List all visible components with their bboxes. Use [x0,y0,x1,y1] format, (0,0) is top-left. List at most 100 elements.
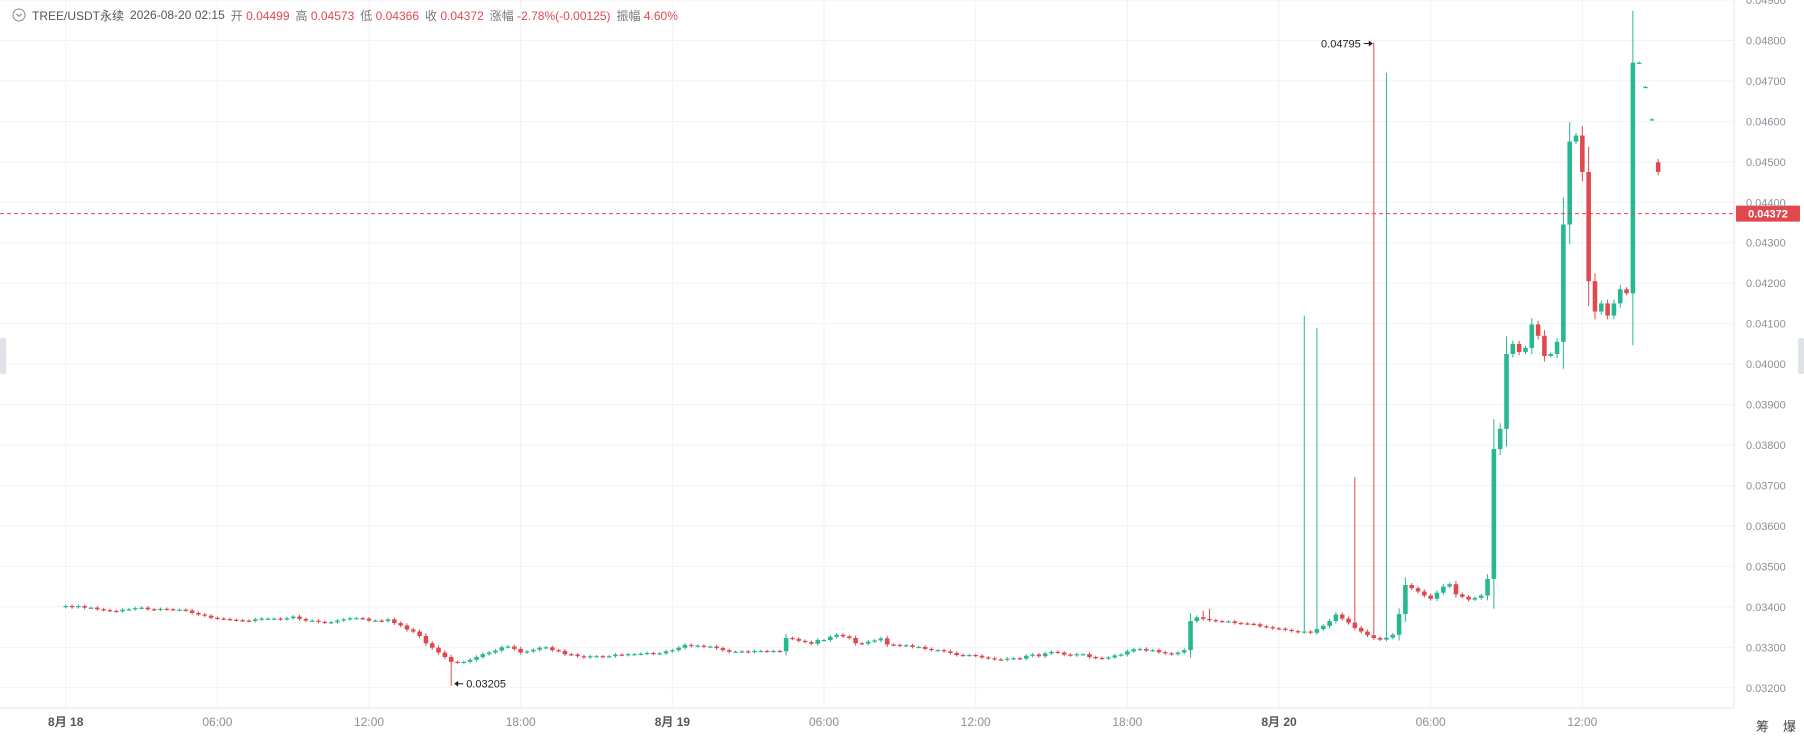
candle-up [1011,656,1016,660]
candle-down [1605,299,1610,320]
price-tick-label: 0.03500 [1746,561,1786,573]
candle-down [581,654,587,659]
time-tick-label: 12:00 [961,715,991,729]
candle-body [1554,341,1560,354]
candle-body [1358,627,1364,632]
candle-down [1068,653,1073,657]
candle-body [221,618,226,620]
candle-down [455,660,460,664]
candle-down [891,643,896,647]
candle-down [246,619,252,623]
candle-body [88,607,94,609]
candle-down [910,643,915,649]
candle-down [941,648,947,653]
price-axis[interactable]: 0.03200 0.03300 0.03400 0.03500 0.03600 0.037… [1746,0,1786,695]
candle-body [1023,655,1029,659]
candle-body [992,658,997,660]
candle-down [1238,621,1244,625]
candle-body [417,631,422,636]
candle-up [1497,423,1503,455]
candle-body [290,616,296,619]
candle-body [847,636,852,639]
candle-body [1377,638,1383,640]
candle-body [1409,585,1414,589]
chips-tool-button[interactable]: 筹 [1755,719,1769,734]
candle-body [663,651,669,654]
candle-body [935,650,941,652]
candle-up [594,655,599,658]
candle-up [328,620,334,624]
candle-body [246,620,252,622]
candle-down [303,617,309,623]
left-panel-toggle-handle[interactable] [0,338,6,374]
right-panel-toggle-handle[interactable] [1798,338,1804,374]
candle-down [1245,622,1250,626]
candle-up [1390,632,1396,640]
candle-body [1131,649,1136,652]
candle-down [183,608,189,612]
candle-up [1181,648,1187,655]
candle-body [316,620,321,622]
extreme-markers: 0.04795 0.03205 [454,38,1373,691]
candle-down [518,646,523,655]
candle-up [271,617,277,620]
candle-up [158,607,163,612]
candle-body [208,615,214,618]
candle-down [145,606,151,611]
candle-body [777,650,783,653]
liquidation-tool-button[interactable]: 爆 [1782,719,1796,734]
candle-body [802,640,808,643]
candle-down [151,607,157,611]
candle-body [158,608,163,611]
candle-body [670,650,675,652]
candle-body [278,618,283,620]
candle-up [493,648,498,655]
candle-down [1586,146,1591,307]
candle-body [1599,303,1604,312]
time-tick-label: 18:00 [506,715,536,729]
candle-down [1592,273,1598,320]
candle-down [392,617,397,626]
candle-body [1630,62,1636,294]
ohlc-legend: TREE/USDT永续 2026-08-20 02:15 开 0.04499 高… [12,6,678,24]
symbol-name[interactable]: TREE/USDT永续 [32,8,125,23]
price-tick-label: 0.04300 [1746,238,1786,250]
candle-body [1017,658,1023,660]
candle-up [543,646,549,650]
candle-body [1169,653,1174,655]
candle-down [929,647,934,652]
candle-body [1207,618,1212,621]
candle-body [1162,652,1168,654]
time-axis[interactable]: 8月 18 06:00 12:00 18:00 8月 19 06:00 12:00 18:00… [48,715,1598,729]
candle-body [1567,141,1572,225]
candle-body [259,618,264,620]
candle-body [531,649,536,652]
candle-up [1194,615,1200,624]
candle-body [1346,618,1351,623]
candle-down [840,633,846,638]
candle-body [120,609,125,612]
candle-body [632,654,637,656]
price-tick-label: 0.04400 [1746,197,1786,209]
candle-up [1441,584,1446,596]
candle-body [518,648,523,653]
candle-down [82,604,87,610]
candle-up [828,634,833,642]
candle-down [234,618,239,622]
candle-down [979,654,985,659]
candle-down [1535,320,1541,340]
candle-down [1459,592,1465,599]
current-price-line-group: 0.04372 [0,205,1800,222]
candle-body [1611,303,1617,316]
candle-up [708,645,713,648]
time-tick-label: 8月 18 [48,715,84,729]
candle-up [682,643,688,650]
candle-down [575,653,580,658]
candle-up [177,608,182,611]
candle-down [1144,647,1149,653]
candle-down [1415,586,1421,594]
candle-body [189,610,195,613]
chevron-down-circle-icon[interactable] [12,8,26,22]
